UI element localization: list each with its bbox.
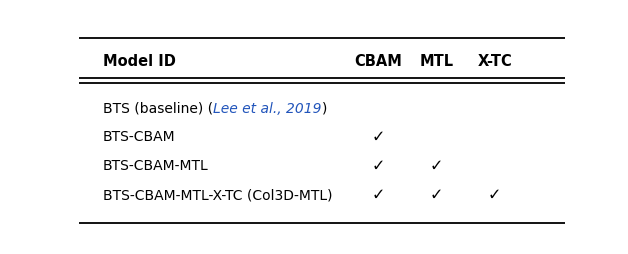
Text: X-TC: X-TC: [477, 54, 512, 69]
Text: ✓: ✓: [371, 159, 384, 174]
Text: ✓: ✓: [371, 130, 384, 145]
Text: BTS (baseline) (: BTS (baseline) (: [103, 102, 213, 116]
Text: Model ID: Model ID: [103, 54, 176, 69]
Text: BTS-CBAM: BTS-CBAM: [103, 130, 175, 144]
Text: CBAM: CBAM: [354, 54, 402, 69]
Text: BTS-CBAM-MTL-X-TC (Col3D-MTL): BTS-CBAM-MTL-X-TC (Col3D-MTL): [103, 189, 332, 203]
Text: ✓: ✓: [430, 188, 443, 203]
Text: MTL: MTL: [419, 54, 453, 69]
Text: ✓: ✓: [488, 188, 501, 203]
Text: BTS-CBAM-MTL: BTS-CBAM-MTL: [103, 160, 208, 173]
Text: ): ): [322, 102, 327, 116]
Text: ✓: ✓: [430, 159, 443, 174]
Text: ✓: ✓: [371, 188, 384, 203]
Text: Lee et al., 2019: Lee et al., 2019: [213, 102, 322, 116]
